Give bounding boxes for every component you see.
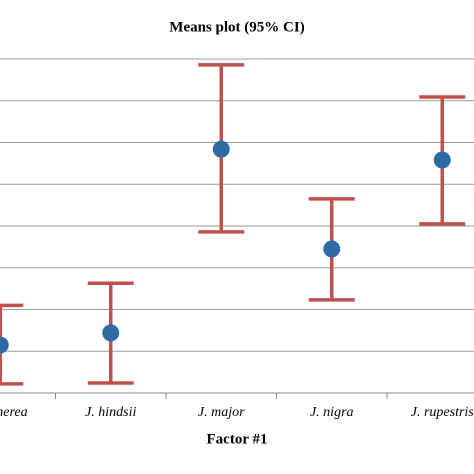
x-tick-label: J. hindsii: [85, 405, 136, 420]
x-tick-label: J. nigra: [310, 405, 354, 420]
mean-marker: [433, 151, 451, 169]
mean-marker: [0, 336, 9, 354]
x-tick-label: J. major: [198, 405, 245, 420]
chart-title: Means plot (95% CI): [169, 19, 304, 35]
mean-marker: [102, 324, 120, 342]
x-tick-label: J. cinerea: [0, 405, 28, 420]
x-tick-label: J. rupestris: [411, 405, 474, 420]
x-axis-title: Factor #1: [207, 431, 268, 447]
mean-marker: [323, 240, 341, 258]
mean-marker: [212, 140, 230, 158]
